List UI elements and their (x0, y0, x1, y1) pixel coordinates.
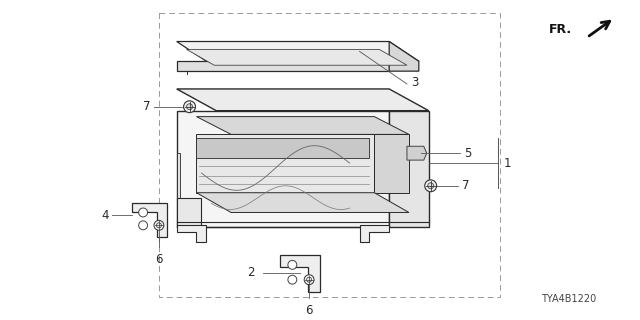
Polygon shape (360, 225, 389, 242)
Text: 1: 1 (504, 156, 511, 170)
Text: 5: 5 (464, 147, 472, 160)
Polygon shape (177, 225, 206, 242)
Polygon shape (177, 61, 389, 71)
Circle shape (304, 275, 314, 284)
Circle shape (288, 275, 297, 284)
Polygon shape (389, 42, 419, 71)
Polygon shape (374, 134, 409, 193)
Text: FR.: FR. (549, 23, 572, 36)
Polygon shape (389, 111, 429, 227)
Polygon shape (132, 203, 167, 237)
Circle shape (139, 208, 148, 217)
Circle shape (187, 104, 193, 110)
Circle shape (425, 180, 436, 192)
Text: 3: 3 (411, 76, 419, 89)
Text: 6: 6 (155, 253, 163, 266)
Polygon shape (177, 42, 419, 61)
Circle shape (154, 220, 164, 230)
Circle shape (184, 101, 195, 113)
Polygon shape (177, 89, 429, 111)
Polygon shape (196, 193, 409, 212)
Polygon shape (196, 134, 374, 193)
Bar (159, 13, 500, 297)
Polygon shape (196, 116, 409, 134)
Circle shape (428, 183, 434, 189)
Text: 6: 6 (305, 304, 313, 317)
Polygon shape (177, 111, 389, 227)
Text: 7: 7 (462, 179, 470, 192)
Text: 2: 2 (247, 266, 255, 279)
Text: TYA4B1220: TYA4B1220 (541, 294, 596, 304)
Polygon shape (280, 255, 320, 292)
Text: 4: 4 (101, 209, 109, 222)
Circle shape (139, 221, 148, 230)
Polygon shape (407, 146, 427, 160)
Polygon shape (196, 138, 369, 158)
Circle shape (288, 260, 297, 269)
Text: 7: 7 (143, 100, 150, 113)
Polygon shape (187, 49, 407, 65)
Polygon shape (177, 153, 180, 198)
Polygon shape (177, 198, 202, 227)
